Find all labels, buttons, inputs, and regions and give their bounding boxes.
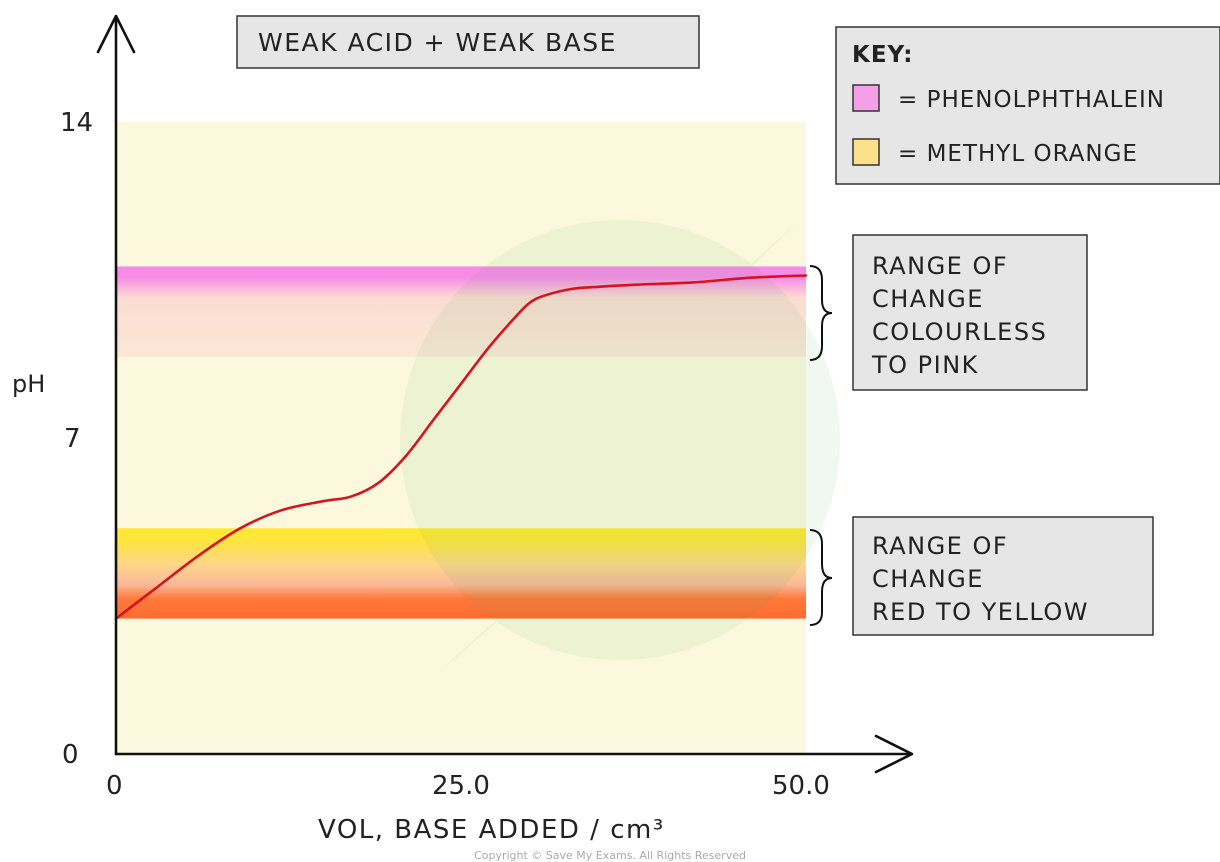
annotation-line: TO PINK (871, 351, 979, 379)
titration-curve (114, 274, 808, 620)
legend-box (835, 26, 1220, 185)
annotation-line: RANGE OF (872, 532, 1008, 560)
annotation-line: RANGE OF (872, 252, 1008, 280)
annotation-box (852, 516, 1154, 636)
legend-title: KEY: (852, 42, 913, 68)
x-tick-label: 50.0 (772, 771, 830, 801)
annotation-line: RED TO YELLOW (872, 598, 1089, 626)
y-axis-arrowhead (96, 14, 136, 54)
annotation-brace (809, 529, 833, 626)
annotation-line: COLOURLESS (872, 318, 1047, 346)
x-axis-arrowhead (874, 734, 914, 774)
legend-label-methyl-orange: = METHYL ORANGE (898, 141, 1138, 167)
chart-title: WEAK ACID + WEAK BASE (258, 28, 617, 57)
copyright-notice: Copyright © Save My Exams. All Rights Re… (474, 849, 746, 862)
y-tick-label: 0 (62, 740, 79, 770)
annotation-brace (809, 265, 833, 361)
legend-label-phenolphthalein: = PHENOLPHTHALEIN (898, 87, 1165, 113)
x-tick-label: 25.0 (432, 771, 490, 801)
legend: KEY: = PHENOLPHTHALEIN = METHYL ORANGE (835, 26, 1220, 185)
annotation-line: CHANGE (872, 565, 984, 593)
x-axis-label: VOL, BASE ADDED / cm³ (318, 815, 665, 845)
methyl-orange-annotation: RANGE OF CHANGE RED TO YELLOW (809, 516, 1154, 636)
y-tick-label: 14 (60, 108, 93, 138)
methyl-orange-band (116, 528, 806, 619)
annotation-line: CHANGE (872, 285, 984, 313)
y-axis-label: pH (12, 370, 45, 398)
x-tick-label: 0 (106, 771, 123, 801)
annotation-box (852, 234, 1088, 391)
legend-swatch-methyl-orange (852, 138, 880, 166)
title-box (236, 15, 700, 69)
axes (96, 14, 914, 774)
plot-background (116, 122, 806, 754)
watermark-logo (400, 220, 840, 680)
y-tick-label: 7 (64, 424, 81, 454)
phenolphthalein-annotation: RANGE OF CHANGE COLOURLESS TO PINK (809, 234, 1088, 391)
legend-swatch-phenolphthalein (852, 84, 880, 112)
